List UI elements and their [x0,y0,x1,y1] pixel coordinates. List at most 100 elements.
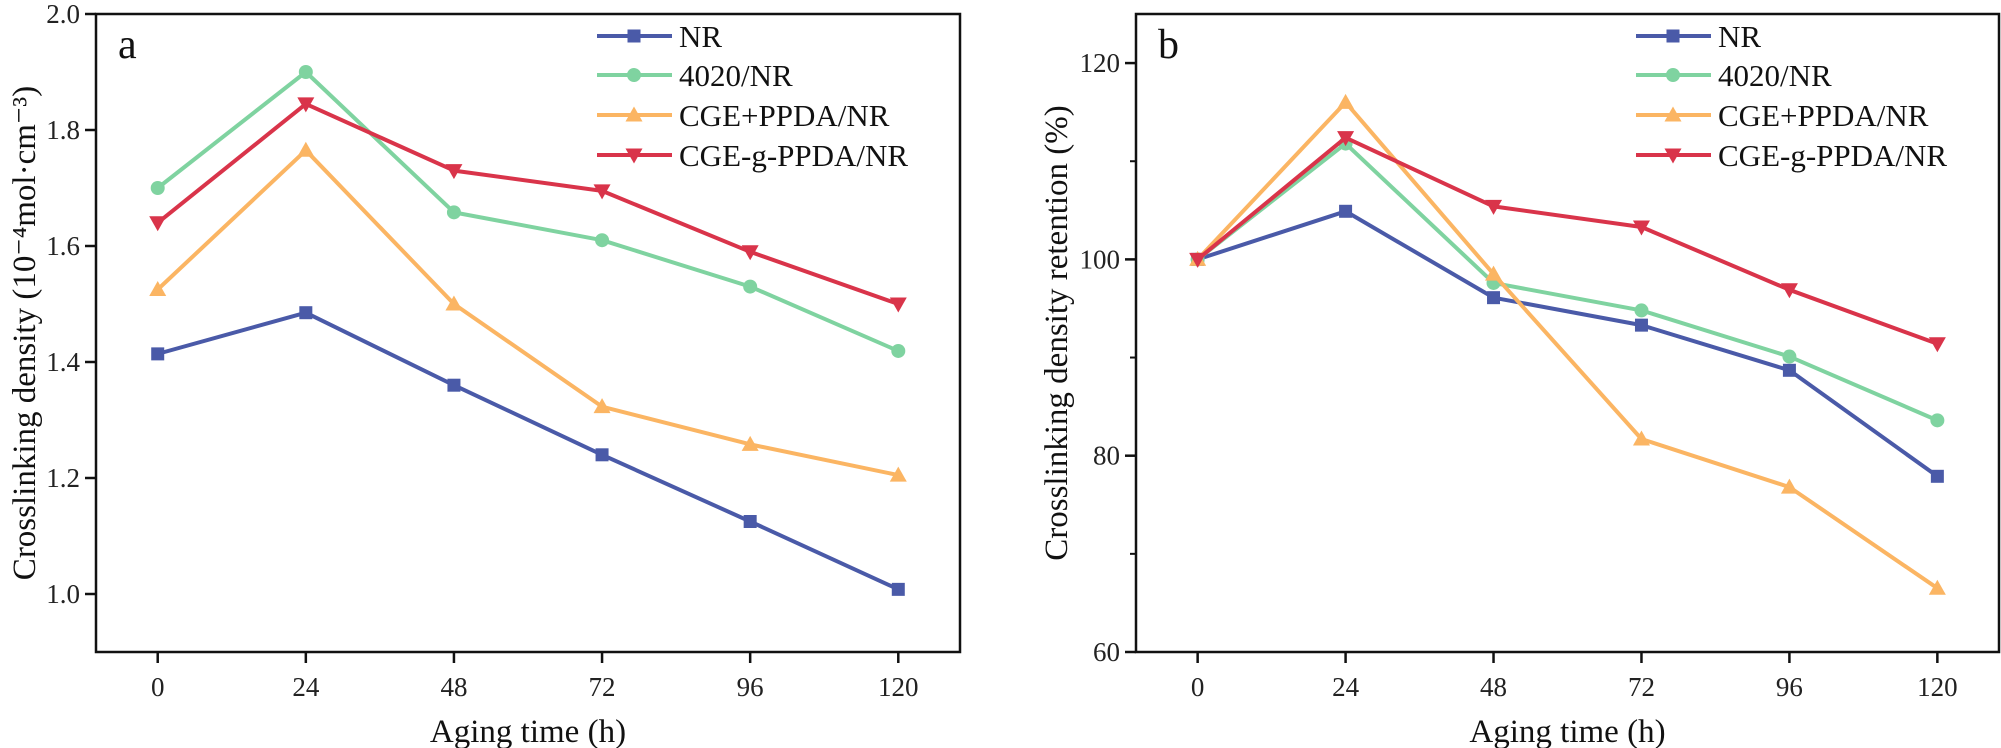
y-tick-label: 1.4 [46,347,80,377]
series-line [156,101,899,306]
data-point [595,233,610,248]
y-tick-label: 120 [1080,48,1121,78]
y-tick-label: 60 [1093,637,1120,667]
series-4020-nr [1190,136,1945,428]
legend-marker [625,148,643,164]
data-point [150,181,165,195]
series-line [1196,100,1939,590]
series-nr [151,306,905,596]
y-axis-title: Crosslinking density retention (%) [1039,105,1075,561]
series-line [156,70,900,353]
data-point [445,295,463,311]
data-point [1930,413,1945,428]
series-cge-ppda-nr [1189,93,1946,595]
data-point [1928,579,1946,595]
data-point [151,347,165,361]
legend-item: NR [597,19,722,54]
legend-item: CGE-g-PPDA/NR [1636,138,1947,173]
x-tick-label: 120 [878,672,919,702]
x-tick-label: 72 [1628,672,1655,702]
data-point [149,281,167,296]
data-point [1337,131,1355,147]
data-point [743,515,757,528]
legend-label: NR [1718,19,1761,54]
legend-item: NR [1636,19,1761,54]
series-cge-ppda-nr [149,141,907,482]
data-point [1189,252,1207,268]
legend-label: 4020/NR [1718,58,1832,93]
x-tick-label: 48 [440,672,467,702]
x-tick-label: 72 [589,672,616,702]
y-tick-label: 1.2 [46,463,80,493]
y-tick-label: 1.6 [46,231,80,261]
x-axis-title: Aging time (h) [1469,714,1665,748]
data-point [1632,430,1650,446]
x-tick-label: 96 [1776,672,1803,702]
y-tick-label: 100 [1080,244,1121,274]
x-axis-title: Aging time (h) [430,714,626,748]
data-point [593,398,611,414]
x-tick-label: 120 [1917,672,1958,702]
series-cge-g-ppda-nr [149,97,907,313]
legend-item: CGE+PPDA/NR [1636,98,1929,133]
plot-frame [1134,12,2001,654]
legend-marker [625,106,643,122]
legend-label: CGE+PPDA/NR [1718,98,1929,133]
data-point [1782,349,1797,364]
x-tick-label: 96 [737,672,764,702]
panel-letter: a [118,22,137,68]
data-point [299,306,313,320]
data-point [297,141,315,157]
data-point [149,216,167,232]
legend-marker [627,68,641,82]
data-point [298,65,313,79]
data-point [1339,204,1353,218]
series-cge-g-ppda-nr [1189,131,1946,353]
legend-label: CGE-g-PPDA/NR [679,138,908,173]
x-tick-label: 0 [151,672,165,702]
data-point [447,378,461,392]
legend-label: NR [679,19,722,54]
data-point [743,279,758,294]
data-point [297,97,315,113]
x-tick-label: 24 [292,672,320,702]
chart-panel-b: 60 80 100 120 0 24 48 72 96 120 Aging time (h) Cros… [1039,12,2001,748]
data-point [1485,199,1503,215]
y-tick-label: 1.8 [46,115,80,145]
data-point [741,245,759,261]
data-point [1485,265,1503,281]
data-point [446,205,461,220]
legend-marker [1664,148,1682,164]
series-line [157,310,900,592]
x-tick-label: 0 [1191,672,1205,702]
series-line [156,148,899,478]
legend-item: CGE-g-PPDA/NR [597,138,908,173]
legend-marker [1666,68,1680,82]
data-point [1487,291,1501,305]
plot-frame [94,12,962,654]
data-point [889,466,907,482]
x-tick-label: 24 [1332,672,1360,702]
series-line [1196,141,1939,423]
data-point [889,297,907,313]
y-axis-title: Crosslinking density (10⁻⁴mol·cm⁻³) [7,86,43,580]
panel-letter: b [1158,22,1179,68]
legend-label: 4020/NR [679,58,793,93]
data-point [1928,337,1946,353]
series-nr [1191,204,1944,483]
legend-marker [627,29,641,43]
data-point [1634,318,1648,332]
legend-item: 4020/NR [597,58,793,93]
data-point [1337,93,1355,109]
data-point [1632,220,1650,236]
data-point [1782,363,1796,377]
legend-item: 4020/NR [1636,58,1832,93]
data-point [1780,283,1798,299]
y-tick-label: 80 [1093,441,1120,471]
series-4020-nr [150,65,906,358]
legend-marker [1664,106,1682,122]
legend-marker [1666,29,1680,43]
data-point [595,448,609,462]
data-point [891,582,905,596]
data-point [445,164,463,180]
